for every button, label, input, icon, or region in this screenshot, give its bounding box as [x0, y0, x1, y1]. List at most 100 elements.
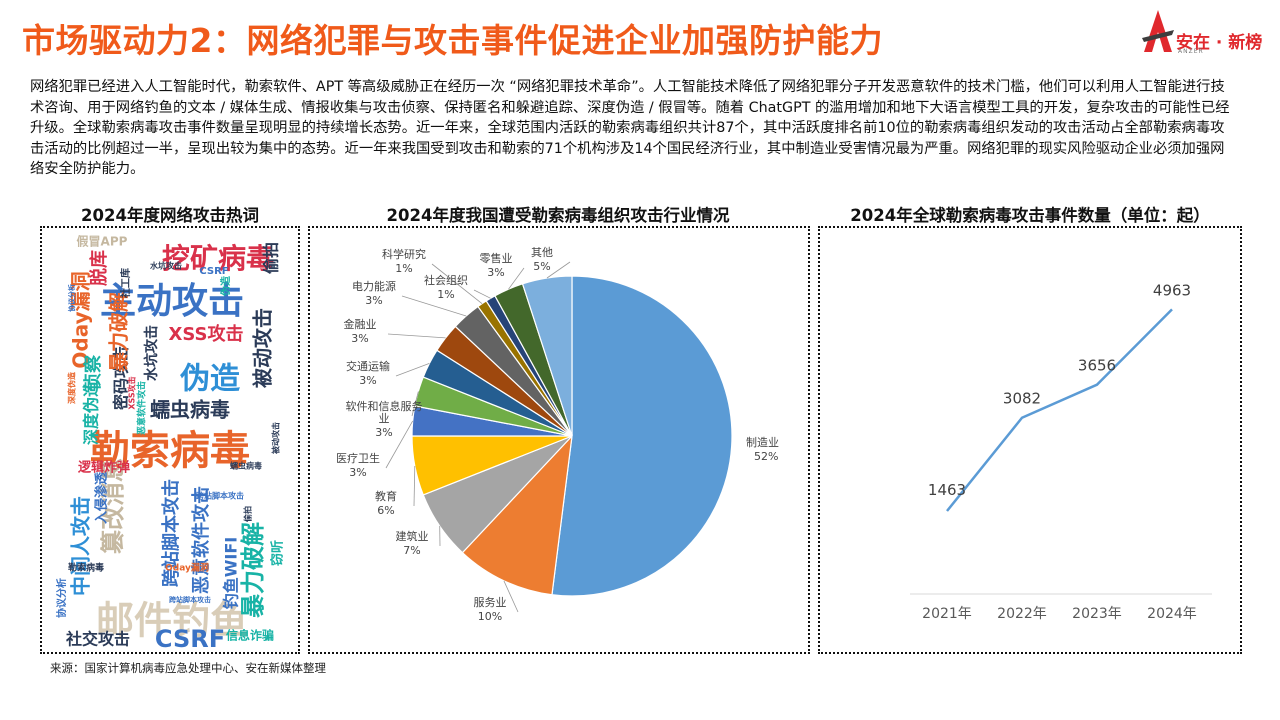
pie-value-label: 6%	[377, 504, 394, 517]
wordcloud-word: 邮件钓鱼	[96, 599, 248, 643]
pie-slice	[521, 275, 573, 437]
pie-value-label: 3%	[365, 294, 382, 307]
wordcloud-word: 脱库	[88, 250, 110, 286]
wordcloud-word: CSRF	[155, 625, 225, 652]
wordcloud-word: 侦察	[82, 354, 104, 391]
pie-leader-line	[431, 263, 483, 305]
pie-label: 电力能源	[352, 279, 396, 293]
pie-chart: 制造业52%服务业10%建筑业7%教育6%医疗卫生3%软件和信息服务业3%交通运…	[336, 246, 779, 623]
pie-value-label: 7%	[403, 544, 420, 557]
pie-leader-line	[413, 465, 416, 507]
wordcloud-word: 恶意软件攻击	[190, 486, 212, 594]
wordcloud-word: 逻辑炸弹	[78, 460, 130, 476]
intro-paragraph: 网络犯罪已经进入人工智能时代，勒索软件、APT 等高级威胁正在经历一次 “网络犯…	[30, 79, 1230, 177]
wordcloud-word: CSRF	[199, 266, 228, 277]
pie-value-label: 52%	[754, 450, 778, 463]
pie-leader-line	[387, 333, 446, 339]
logo-mark-icon	[1142, 10, 1174, 52]
wordcloud-word: 跨站脚本攻击	[169, 595, 211, 604]
logo-text: 安在 · 新榜	[1176, 33, 1263, 53]
wordcloud: 勒索病毒邮件钓鱼主动攻击挖矿病毒伪造CSRF暴力破解社交攻击XSS攻击蠕虫病毒O…	[55, 234, 286, 654]
wordcloud-word: 恶意软件攻击	[136, 381, 148, 435]
pie-label: 零售业	[480, 251, 513, 265]
wordcloud-word: 伪造	[219, 275, 232, 297]
wordcloud-word: 入侵渗透	[94, 472, 110, 524]
pie-value-label: 1%	[395, 262, 412, 275]
data-label: 1463	[928, 481, 966, 499]
data-label: 3082	[1003, 390, 1041, 408]
pie-leader-line	[508, 267, 525, 290]
wordcloud-word: 篡改消息	[99, 458, 127, 554]
x-tick-label: 2024年	[1147, 606, 1197, 622]
x-tick-label: 2021年	[922, 606, 972, 622]
wordcloud-word: 蠕虫病毒	[230, 461, 262, 471]
pie-value-label: 3%	[375, 426, 392, 439]
pie-value-label: 1%	[437, 288, 454, 301]
pie-leader-line	[411, 391, 419, 417]
brand-logo: 安在 · 新榜 ANZER	[1138, 8, 1274, 60]
pie-leader-line	[385, 420, 414, 469]
wordcloud-word: 勒索病毒	[68, 562, 104, 574]
pie-leader-line	[395, 363, 430, 377]
pie-leader-line	[401, 295, 467, 317]
pie-leader-line	[546, 261, 571, 279]
pie-chart-title: 2024年度我国遭受勒索病毒组织攻击行业情况	[386, 206, 730, 225]
data-label: 4963	[1153, 281, 1191, 299]
pie-label: 制造业	[746, 435, 779, 449]
pie-label: 业	[379, 412, 390, 425]
wordcloud-word: 被动攻击	[251, 308, 275, 388]
wordcloud-word: Oday漏洞	[165, 562, 209, 574]
wordcloud-word: XSS攻击	[127, 376, 137, 409]
pie-value-label: 3%	[349, 466, 366, 479]
pie-label: 医疗卫生	[336, 451, 380, 465]
line-chart-title: 2024年全球勒索病毒攻击事件数量（单位：起）	[850, 206, 1210, 225]
wordcloud-word: 偷拍	[243, 506, 253, 522]
pie-label: 金融业	[344, 317, 377, 331]
wordcloud-word: 假冒APP	[77, 234, 128, 249]
wordcloud-word: 主动攻击	[100, 281, 244, 322]
series-line	[946, 308, 1173, 512]
pie-value-label: 10%	[478, 610, 502, 623]
wordcloud-word: 深度伪造	[67, 372, 77, 404]
x-tick-label: 2022年	[997, 606, 1047, 622]
pie-label: 交通运输	[346, 359, 390, 373]
pie-label: 教育	[375, 489, 397, 503]
wordcloud-word: 水坑攻击	[149, 261, 182, 271]
wordcloud-word: 中间人攻击	[69, 496, 93, 596]
wordcloud-word: 社工库	[119, 268, 132, 299]
wordcloud-word: 偷拍	[262, 242, 281, 274]
pie-value-label: 5%	[533, 260, 550, 273]
pie-value-label: 3%	[487, 266, 504, 279]
data-label: 3656	[1078, 357, 1116, 375]
wordcloud-word: 伪造	[180, 362, 240, 397]
pie-value-label: 3%	[351, 332, 368, 345]
logo-subtext: ANZER	[1178, 48, 1204, 55]
wordcloud-word: 跨站脚本攻击	[160, 479, 182, 587]
wordcloud-word: Oday漏洞	[69, 271, 93, 368]
wordcloud-word: 挖矿病毒	[162, 242, 274, 275]
page-title: 市场驱动力2：网络犯罪与攻击事件促进企业加强防护能力	[22, 21, 883, 60]
wordcloud-word: 协议分析	[67, 284, 76, 312]
wordcloud-word: 勒索病毒	[90, 428, 250, 474]
wordcloud-word: 被动攻击	[271, 422, 281, 454]
wordcloud-word: 暴力破解	[239, 522, 267, 618]
pie-label: 其他	[531, 246, 553, 259]
pie-label: 社会组织	[424, 273, 468, 287]
line-chart: 1463 3082 3656 4963 2021年 2022年 2023年 2024年	[910, 281, 1212, 622]
pie-leader-line	[473, 289, 491, 299]
wordcloud-word: 跨站脚本攻击	[196, 491, 244, 501]
wordcloud-word: 窃听	[270, 540, 286, 566]
wordcloud-panel: 勒索病毒 邮件钓鱼 主动攻击 挖矿病毒 伪造 CSRF 暴力破解 社交攻击 XSS攻击 蠕虫病毒 O…	[40, 226, 300, 654]
pie-label: 软件和信息服务	[346, 399, 423, 413]
wordcloud-word: 密码攻击	[112, 346, 131, 411]
wordcloud-word: 社交攻击	[65, 630, 130, 649]
source-note: 来源：国家计算机病毒应急处理中心、安在新媒体整理	[50, 661, 326, 675]
wordcloud-word: 蠕虫病毒	[150, 398, 230, 422]
wordcloud-word: 钓鱼WIFI	[222, 537, 241, 610]
pie-label: 科学研究	[382, 247, 426, 261]
pie-slice	[551, 275, 733, 597]
pie-label: 服务业	[474, 596, 507, 609]
x-tick-label: 2023年	[1072, 606, 1122, 622]
pie-value-label: 3%	[359, 374, 376, 387]
line-chart-panel: 1463 3082 3656 4963 2021年 2022年 2023年 2024年	[818, 226, 1242, 654]
